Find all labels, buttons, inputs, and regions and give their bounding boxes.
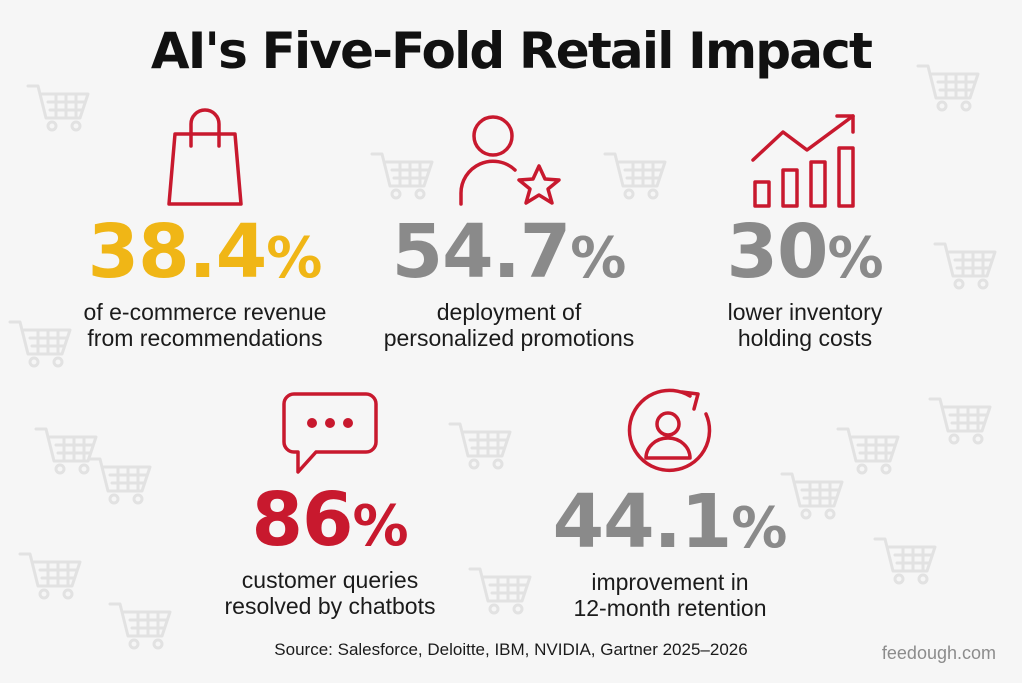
- stat-value: 86%: [251, 477, 409, 563]
- stat-caption: customer queries resolved by chatbots: [224, 567, 436, 619]
- stat-chatbot-queries: 86% customer queries resolved by chatbot…: [200, 388, 460, 619]
- stat-value: 30%: [726, 209, 884, 295]
- stat-value: 38.4%: [87, 209, 323, 295]
- stat-retention: 44.1% improvement in 12-month retention: [540, 384, 800, 621]
- stat-caption: deployment of personalized promotions: [383, 299, 635, 351]
- growth-chart-icon: [751, 114, 855, 208]
- stat-personalized-promotions: 54.7% deployment of personalized promoti…: [364, 106, 654, 351]
- shopping-bag-icon: [167, 108, 243, 206]
- chat-bubble-icon: [282, 392, 378, 474]
- stat-caption: lower inventory holding costs: [727, 299, 883, 351]
- page-title: AI's Five-Fold Retail Impact: [150, 22, 873, 80]
- stat-caption: improvement in 12-month retention: [573, 569, 767, 621]
- source-note: Source: Salesforce, Deloitte, IBM, NVIDI…: [274, 640, 748, 659]
- brand-watermark: feedough.com: [881, 643, 996, 663]
- stat-value: 54.7%: [391, 209, 627, 295]
- user-refresh-icon: [627, 388, 712, 473]
- stat-recommendations: 38.4% of e-commerce revenue from recomme…: [60, 100, 350, 351]
- stat-caption: of e-commerce revenue from recommendatio…: [83, 299, 327, 351]
- stat-inventory-costs: 30% lower inventory holding costs: [680, 108, 930, 351]
- user-star-icon: [459, 115, 561, 206]
- stat-value: 44.1%: [552, 479, 788, 565]
